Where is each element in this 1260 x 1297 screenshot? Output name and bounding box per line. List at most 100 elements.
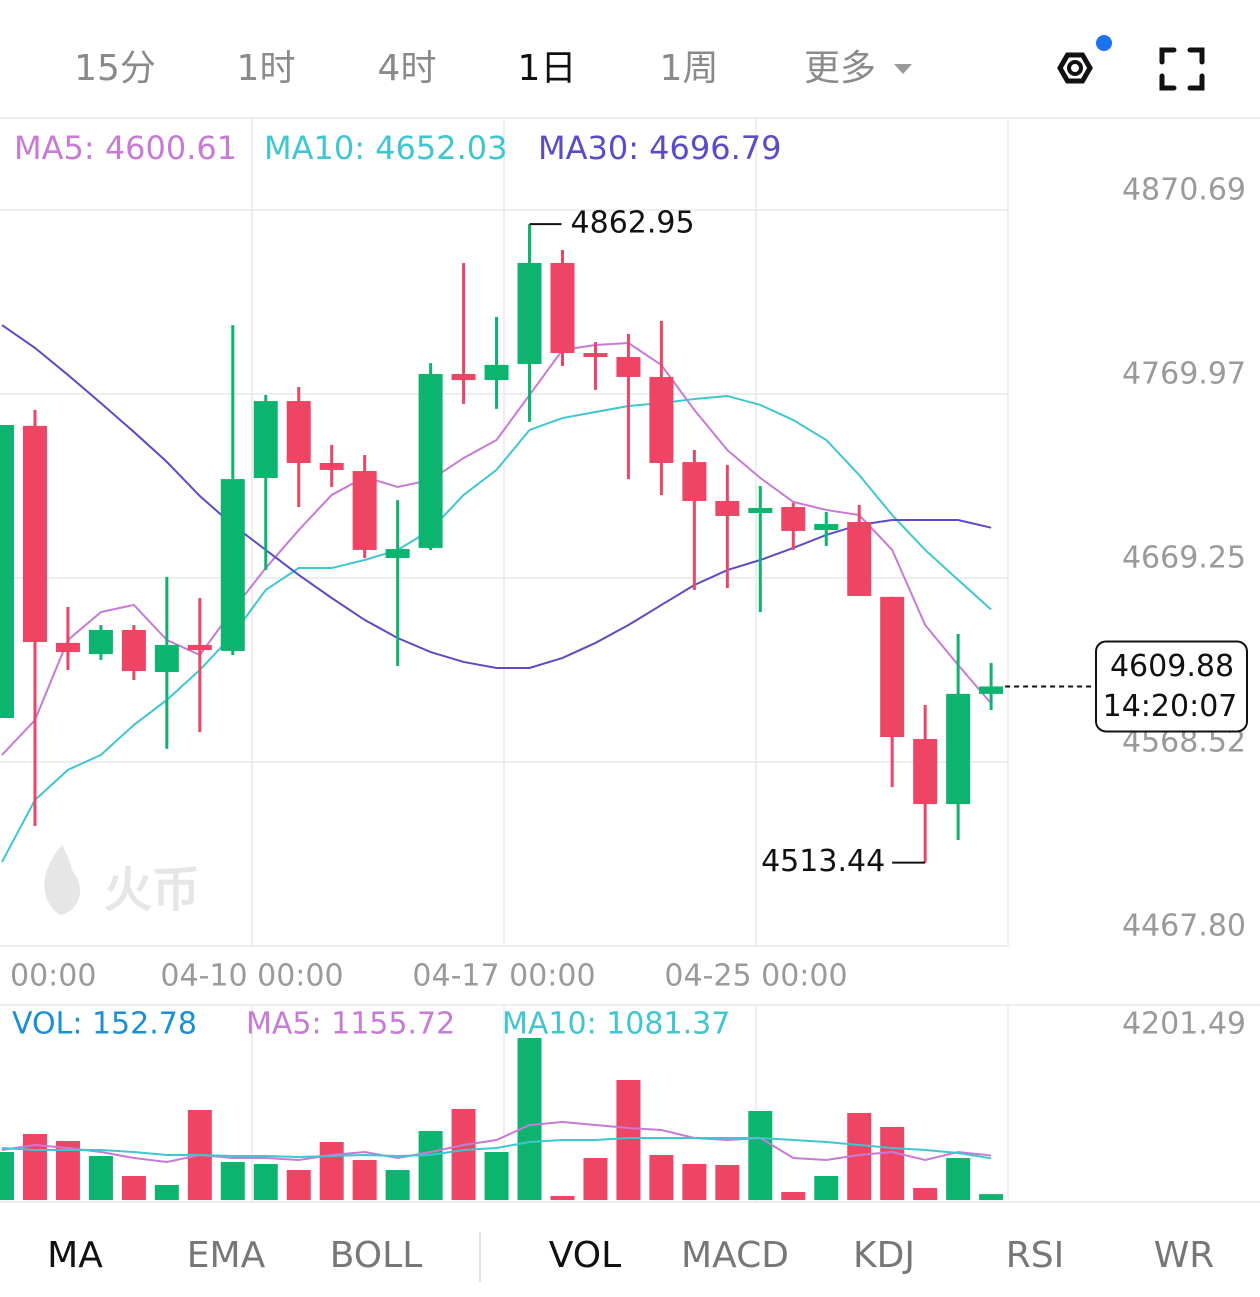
candle-body — [220, 479, 245, 651]
volume-bar — [88, 1156, 113, 1200]
legend-entry: MA30: 4696.79 — [538, 129, 782, 167]
indicator-tab[interactable]: RSI — [1006, 1235, 1064, 1276]
volume-legend: VOL: 152.78 — [12, 1007, 197, 1042]
volume-bar — [583, 1158, 608, 1200]
period-tab[interactable]: 15分 — [74, 48, 156, 89]
candle-body — [286, 401, 311, 463]
period-tab[interactable]: 4时 — [378, 48, 437, 89]
legend-entry: MA5: 4600.61 — [14, 129, 237, 167]
candle-body — [22, 425, 47, 643]
candle-body — [484, 364, 509, 381]
volume-tick-label: 4201.49 — [1122, 1007, 1246, 1042]
x-tick-label: 04-10 00:00 — [160, 959, 343, 994]
candle-body — [418, 374, 443, 548]
volume-bar — [451, 1109, 476, 1200]
candle-body — [517, 262, 542, 364]
volume-ma-line — [1, 1136, 992, 1160]
candle-body — [913, 739, 938, 805]
watermark-flame — [44, 845, 81, 915]
candle-body — [649, 376, 674, 463]
fullscreen-corners[interactable] — [1159, 47, 1205, 91]
volume-legend: MA10: 1081.37 — [502, 1007, 730, 1042]
volume-bar — [649, 1155, 674, 1200]
indicator-tab[interactable]: KDJ — [853, 1235, 915, 1276]
settings-hex[interactable] — [1057, 52, 1093, 84]
candle-body — [88, 629, 113, 655]
y-tick-label: 4769.97 — [1122, 356, 1246, 391]
volume-bar — [946, 1158, 971, 1200]
candle-body — [715, 500, 740, 516]
candle-body — [682, 462, 707, 501]
candle-body — [946, 693, 971, 805]
dropdown-arrow[interactable] — [894, 64, 912, 74]
indicator-tab[interactable]: WR — [1154, 1235, 1215, 1276]
volume-bar — [880, 1127, 905, 1200]
candle-body — [583, 353, 608, 358]
volume-bar — [484, 1151, 509, 1200]
volume-bar — [616, 1080, 641, 1200]
indicator-tab[interactable]: EMA — [187, 1235, 266, 1276]
candle-body — [385, 549, 410, 558]
volume-bar — [0, 1151, 14, 1200]
volume-bar — [814, 1176, 839, 1200]
indicator-tab[interactable]: BOLL — [330, 1235, 423, 1276]
candle-body — [616, 357, 641, 377]
low-label: 4513.44 — [761, 844, 885, 879]
candle-body — [847, 521, 872, 596]
candle-body — [253, 401, 278, 478]
indicator-tab[interactable]: MACD — [681, 1235, 789, 1276]
candle-body — [187, 644, 212, 651]
legend-entry: MA10: 4652.03 — [264, 129, 508, 167]
volume-bar — [682, 1163, 707, 1200]
candle-body — [781, 507, 806, 531]
volume-bar — [979, 1194, 1004, 1200]
y-tick-label: 4870.69 — [1122, 173, 1246, 208]
volume-bar — [319, 1142, 344, 1200]
candle-body — [121, 629, 146, 672]
settings-icon[interactable] — [1057, 35, 1112, 84]
period-tab[interactable]: 1日 — [518, 48, 577, 89]
period-tab[interactable]: 更多 — [804, 48, 876, 89]
x-tick-label: 04-25 00:00 — [664, 959, 847, 994]
watermark: 火币 — [104, 862, 200, 918]
candle-body — [880, 596, 905, 738]
current-price: 4609.88 — [1110, 649, 1234, 684]
y-tick-label: 4669.25 — [1122, 540, 1246, 575]
volume-bar — [913, 1188, 938, 1200]
period-tab[interactable]: 1时 — [237, 48, 296, 89]
volume-bar — [781, 1192, 806, 1200]
high-label: 4862.95 — [571, 206, 695, 241]
volume-bar — [22, 1133, 47, 1200]
candle-body — [814, 524, 839, 531]
fullscreen-icon[interactable] — [1159, 47, 1205, 91]
period-tab[interactable]: 1周 — [660, 48, 719, 89]
settings-dot[interactable] — [1067, 60, 1083, 76]
indicator-tab[interactable]: VOL — [549, 1235, 621, 1276]
volume-ma-line — [1, 1120, 992, 1163]
x-tick-label: 04-17 00:00 — [412, 959, 595, 994]
volume-bar — [715, 1164, 740, 1200]
candle-body — [352, 471, 377, 550]
x-tick-label: 00:00 — [10, 959, 96, 994]
candle-body — [748, 507, 773, 514]
volume-bar — [418, 1130, 443, 1200]
volume-bar — [220, 1161, 245, 1200]
candle-body — [979, 686, 1004, 694]
current-price-box — [1095, 640, 1248, 733]
candle-body — [0, 424, 14, 719]
candle-body — [550, 262, 575, 354]
volume-bar — [253, 1163, 278, 1200]
volume-bar — [517, 1038, 542, 1200]
indicator-tab[interactable]: MA — [47, 1235, 103, 1276]
candle-body — [319, 462, 344, 470]
current-time: 14:20:07 — [1103, 689, 1238, 724]
volume-bar — [154, 1185, 179, 1200]
volume-bar — [385, 1170, 410, 1200]
candle-body — [55, 642, 80, 653]
volume-bar — [286, 1170, 311, 1200]
notice-dot — [1096, 35, 1112, 51]
volume-bar — [748, 1111, 773, 1200]
volume-bar — [352, 1160, 377, 1200]
candle-body — [451, 374, 476, 381]
volume-legend: MA5: 1155.72 — [246, 1007, 455, 1042]
